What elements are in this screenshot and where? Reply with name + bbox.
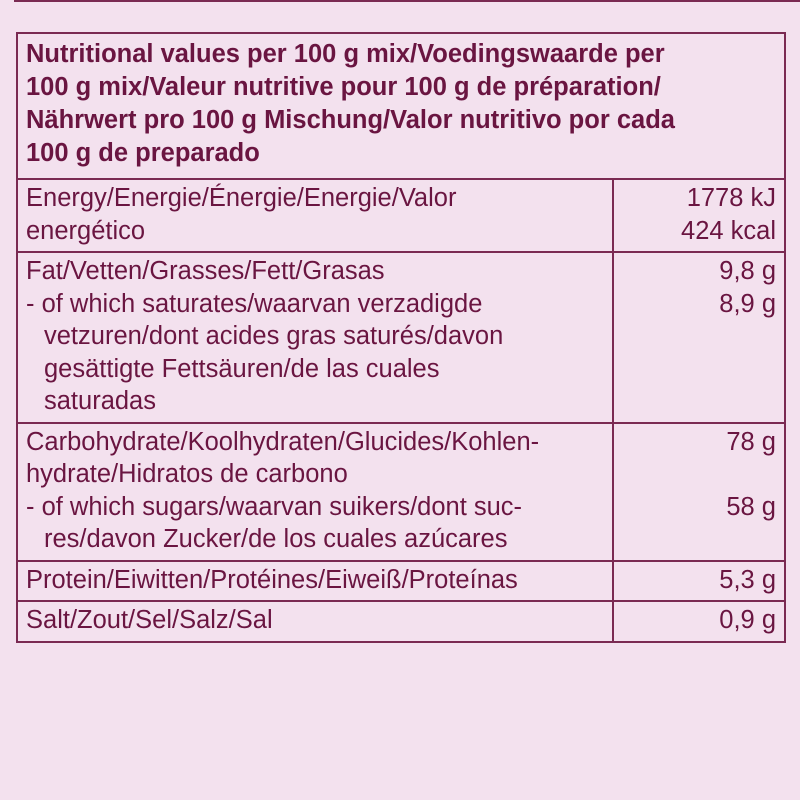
sugars-amount: 58 g [726,492,776,521]
sugars-label-line: - of which sugars/waarvan suikers/dont s… [26,492,523,521]
carbohydrate-label: Carbohydrate/Koolhydraten/Glucides/Kohle… [16,421,614,562]
saturates-amount: 8,9 g [719,289,776,318]
table-row-fat: Fat/Vetten/Grasses/Fett/Grasas - of whic… [16,251,786,424]
fat-label-line: Fat/Vetten/Grasses/Fett/Grasas [26,257,385,285]
protein-label: Protein/Eiwitten/Protéines/Eiweiß/Proteí… [16,559,614,602]
energy-value: 1778 kJ 424 kcal [612,178,786,253]
saturates-label-line: saturadas [44,387,156,415]
protein-value: 5,3 g [612,559,786,602]
saturates-label-line: vetzuren/dont acides gras saturés/davon [44,322,504,350]
table-row-carbohydrate: Carbohydrate/Koolhydraten/Glucides/Kohle… [16,421,786,562]
fat-amount: 9,8 g [719,257,776,285]
header-line: 100 g mix/Valeur nutritive pour 100 g de… [26,73,661,101]
table-header: Nutritional values per 100 g mix/Voeding… [16,32,786,180]
saturates-label-line: gesättigte Fettsäuren/de las cuales [44,354,440,383]
energy-label-line: energético [26,216,146,245]
saturates-label-line: - of which saturates/waarvan verzadigde [26,289,483,318]
nutrition-table: Nutritional values per 100 g mix/Voeding… [16,32,786,643]
energy-kj: 1778 kJ [686,184,776,212]
fat-label: Fat/Vetten/Grasses/Fett/Grasas - of whic… [16,251,614,424]
carbohydrate-label-line: hydrate/Hidratos de carbono [26,460,348,488]
header-line: Nährwert pro 100 g Mischung/Valor nutrit… [26,106,675,134]
carbohydrate-value: 78 g 58 g [612,421,786,562]
table-header-row: Nutritional values per 100 g mix/Voeding… [16,32,786,180]
salt-label: Salt/Zout/Sel/Salz/Sal [16,600,614,643]
energy-label: Energy/Energie/Énergie/Energie/Valor ene… [16,178,614,253]
table-row-salt: Salt/Zout/Sel/Salz/Sal 0,9 g [16,600,786,643]
spacer [622,458,776,491]
salt-value: 0,9 g [612,600,786,643]
energy-label-line: Energy/Energie/Énergie/Energie/Valor [26,184,457,212]
fat-value: 9,8 g 8,9 g [612,251,786,424]
sugars-label-line: res/davon Zucker/de los cuales azúcares [44,525,508,553]
energy-kcal: 424 kcal [681,216,776,245]
header-line: Nutritional values per 100 g mix/Voeding… [26,40,665,68]
table-row-energy: Energy/Energie/Énergie/Energie/Valor ene… [16,178,786,253]
carbohydrate-label-line: Carbohydrate/Koolhydraten/Glucides/Kohle… [26,427,540,456]
top-border-line [14,0,800,2]
carbohydrate-amount: 78 g [726,427,776,456]
table-row-protein: Protein/Eiwitten/Protéines/Eiweiß/Proteí… [16,559,786,602]
header-line: 100 g de preparado [26,139,260,167]
